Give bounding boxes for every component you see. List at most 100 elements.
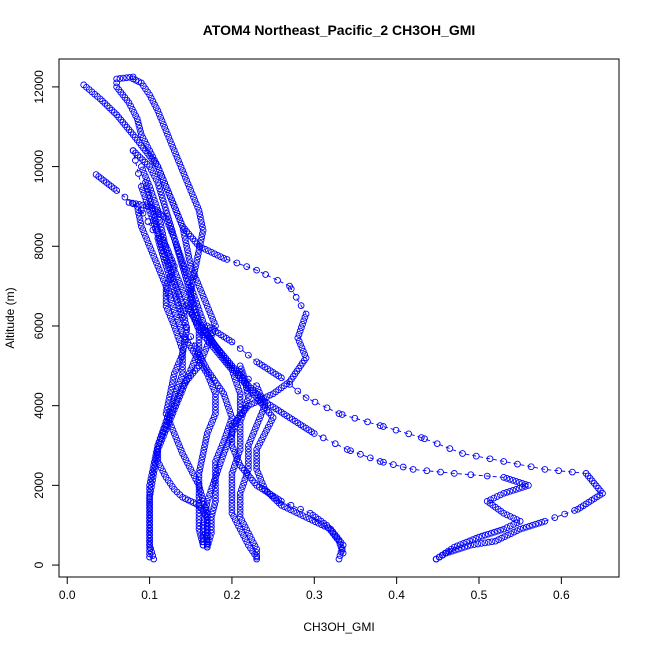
y-tick-label: 0 xyxy=(32,561,46,568)
data-point xyxy=(177,283,185,291)
data-point xyxy=(195,476,203,484)
data-point xyxy=(228,483,236,491)
data-point xyxy=(273,497,280,505)
data-point xyxy=(486,455,494,463)
data-point xyxy=(226,407,233,415)
data-point xyxy=(338,545,346,552)
data-point xyxy=(170,234,178,242)
data-point xyxy=(236,496,244,504)
data-point xyxy=(202,436,210,444)
data-point xyxy=(146,524,153,532)
data-point xyxy=(244,391,252,398)
data-point xyxy=(195,207,203,214)
data-point xyxy=(510,528,518,536)
data-point xyxy=(136,216,144,224)
data-point xyxy=(151,256,159,263)
data-point xyxy=(155,110,163,118)
data-point xyxy=(515,479,523,486)
data-point xyxy=(487,496,494,504)
data-point xyxy=(179,353,186,361)
data-point xyxy=(92,171,100,178)
data-point xyxy=(159,230,166,238)
data-point xyxy=(242,381,250,388)
data-point xyxy=(260,398,267,406)
connector xyxy=(454,472,504,478)
data-point xyxy=(182,275,190,282)
data-point xyxy=(170,231,177,239)
data-point xyxy=(150,211,158,218)
data-point xyxy=(198,355,206,363)
data-point xyxy=(206,309,214,317)
data-point xyxy=(231,448,239,456)
data-point xyxy=(137,128,144,135)
data-point xyxy=(208,420,215,427)
data-point xyxy=(119,74,127,82)
data-point xyxy=(208,380,215,388)
data-point xyxy=(182,330,190,337)
y-axis: 0 2000 4000 6000 8000 10000 12000 xyxy=(32,70,59,568)
data-point xyxy=(241,476,249,484)
data-point xyxy=(208,312,215,320)
data-point xyxy=(144,218,152,225)
data-point xyxy=(177,163,185,171)
data-point xyxy=(323,404,331,412)
data-point xyxy=(150,470,158,477)
data-point xyxy=(165,309,173,317)
data-point xyxy=(125,199,133,206)
data-point xyxy=(152,220,160,228)
data-point xyxy=(182,456,190,464)
data-point xyxy=(260,482,267,490)
data-point xyxy=(201,511,209,519)
data-point xyxy=(297,302,305,309)
data-point xyxy=(170,203,178,210)
data-point xyxy=(152,200,159,207)
data-point xyxy=(103,102,111,110)
data-point xyxy=(175,392,182,400)
data-point xyxy=(169,426,177,434)
data-point xyxy=(218,456,225,464)
data-point xyxy=(220,450,228,457)
data-point xyxy=(228,430,236,437)
data-point xyxy=(203,538,211,546)
data-point xyxy=(154,226,162,234)
data-point xyxy=(497,526,504,534)
data-point xyxy=(155,210,162,218)
data-point xyxy=(172,150,180,158)
data-point xyxy=(154,163,162,170)
data-point xyxy=(523,523,530,531)
data-point xyxy=(166,219,174,227)
data-point xyxy=(210,477,218,485)
data-point xyxy=(450,543,458,551)
data-point xyxy=(512,485,520,493)
data-point xyxy=(180,265,187,273)
data-point xyxy=(146,500,153,508)
data-point xyxy=(200,515,208,522)
data-point xyxy=(133,203,141,210)
data-point xyxy=(250,428,258,436)
connector xyxy=(413,468,455,474)
data-point xyxy=(336,552,344,559)
connector xyxy=(462,453,504,462)
data-point xyxy=(152,175,160,183)
data-point xyxy=(166,193,174,200)
data-point xyxy=(495,536,502,543)
data-point xyxy=(258,436,265,444)
data-point xyxy=(142,232,149,240)
data-point xyxy=(195,326,203,334)
connector xyxy=(314,433,348,450)
data-point xyxy=(179,302,186,310)
data-point xyxy=(245,452,252,460)
data-point xyxy=(253,449,260,457)
data-point xyxy=(146,527,153,535)
data-point xyxy=(180,229,188,237)
data-point xyxy=(466,537,474,545)
data-point xyxy=(202,508,209,515)
data-point xyxy=(132,157,139,164)
data-point xyxy=(300,317,308,325)
data-point xyxy=(156,217,164,224)
data-point xyxy=(264,423,272,431)
data-point xyxy=(187,300,195,307)
data-point xyxy=(190,359,197,367)
data-point xyxy=(203,501,210,509)
data-point xyxy=(163,210,171,217)
